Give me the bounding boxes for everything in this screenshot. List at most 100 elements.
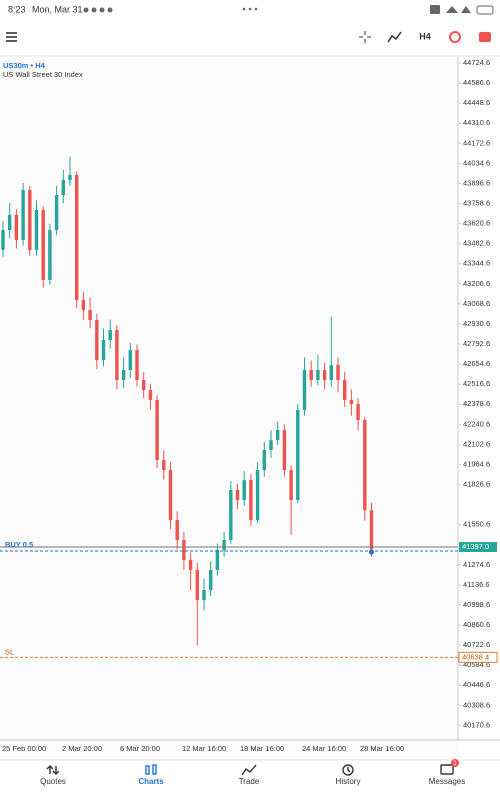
y-tick-label: 41550.6	[463, 520, 490, 529]
candle-body	[182, 540, 186, 561]
stop-loss-price-box	[458, 651, 498, 663]
candle-body	[349, 399, 354, 405]
y-tick-label: 44172.6	[463, 138, 490, 147]
plot-area	[0, 57, 458, 760]
y-tick-label: 42102.6	[463, 439, 490, 448]
y-tick-label: 42654.6	[463, 359, 490, 368]
candle-body	[336, 365, 340, 381]
x-tick-label: 18 Mar 16:00	[240, 744, 284, 753]
candle-body	[41, 210, 45, 280]
y-tick-label: 42378.6	[463, 399, 490, 408]
indicators-button[interactable]	[387, 31, 402, 43]
candle-body	[249, 480, 253, 521]
x-tick-label: 28 Mar 16:00	[360, 744, 404, 753]
candle-body	[148, 390, 153, 400]
candle-body	[356, 404, 360, 421]
nav-tab[interactable]: Quotes	[40, 777, 66, 786]
candle-body	[34, 210, 39, 250]
candle-body	[343, 380, 347, 400]
messages-badge	[451, 759, 459, 767]
candle-body	[235, 489, 240, 501]
candle-body	[162, 460, 166, 471]
x-tick-label: 25 Feb 00:00	[2, 744, 46, 753]
stop-loss-label: SL	[5, 647, 14, 656]
candle-body	[108, 329, 112, 341]
trade-button[interactable]	[479, 32, 491, 42]
y-tick-label: 40998.6	[463, 600, 490, 609]
candle-body	[95, 319, 99, 360]
candle-body	[309, 369, 313, 381]
y-tick-label: 44586.6	[463, 78, 490, 87]
y-tick-label: 41136.6	[463, 580, 490, 589]
x-tick-label: 12 Mar 16:00	[182, 744, 226, 753]
candle-body	[128, 350, 132, 370]
y-tick-label: 44034.6	[463, 158, 490, 167]
y-tick-label: 44448.6	[463, 98, 490, 107]
y-tick-label: 43896.6	[463, 178, 490, 187]
candle-body	[142, 380, 146, 391]
chart-symbol: US30m • H4	[3, 61, 46, 70]
candle-body	[14, 214, 19, 240]
candle-body	[322, 369, 327, 381]
y-tick-label: 40860.6	[463, 620, 490, 629]
y-tick-label: 42792.6	[463, 339, 490, 348]
candle-body	[276, 430, 280, 441]
color-button[interactable]	[449, 31, 461, 43]
candle-body	[202, 590, 206, 601]
candle-body	[115, 329, 119, 381]
position-marker	[369, 549, 374, 555]
candle-body	[262, 449, 266, 471]
x-tick-label: 6 Mar 20:00	[120, 744, 160, 753]
candle-body	[209, 569, 213, 591]
y-tick-label: 44724.6	[463, 58, 490, 67]
y-tick-label: 41274.6	[463, 560, 490, 569]
candle-body	[316, 369, 320, 381]
position-label: BUY 0.5	[5, 540, 33, 549]
status-time: 8:23	[8, 4, 26, 14]
chart-instrument: US Wall Street 30 Index	[3, 70, 83, 79]
menu-button[interactable]	[6, 32, 17, 42]
nav-tab[interactable]: History	[336, 777, 361, 786]
y-tick-label: 43482.6	[463, 239, 490, 248]
y-tick-label: 40170.6	[463, 720, 490, 729]
candle-body	[48, 230, 52, 280]
candle-body	[28, 189, 32, 250]
candle-body	[54, 195, 59, 231]
y-tick-label: 43758.6	[463, 199, 490, 208]
candle-body	[188, 560, 193, 570]
y-tick-label: 44310.6	[463, 118, 490, 127]
candle-body	[282, 430, 287, 471]
bid-price-box	[459, 541, 497, 552]
x-tick-label: 2 Mar 20:00	[62, 744, 102, 753]
candle-body	[21, 189, 25, 240]
y-tick-label: 42516.6	[463, 379, 490, 388]
candle-body	[88, 310, 92, 320]
y-tick-label: 41964.6	[463, 459, 490, 468]
candle-body	[363, 420, 367, 511]
candle-body	[329, 365, 333, 381]
status-icons	[83, 5, 494, 15]
y-tick-label: 42930.6	[463, 319, 490, 328]
bid-price: 41397.0	[462, 542, 489, 551]
candle-body	[269, 440, 273, 450]
candle-body	[81, 300, 86, 311]
y-tick-label: 42240.6	[463, 419, 490, 428]
candle-body	[101, 340, 106, 360]
candle-body	[75, 174, 79, 301]
candle-body	[8, 214, 12, 231]
nav-tab[interactable]: Charts	[138, 777, 164, 786]
candle-body	[242, 480, 246, 501]
y-tick-label: 41826.6	[463, 479, 490, 488]
nav-tab[interactable]: Trade	[239, 777, 260, 786]
y-tick-label: 40308.6	[463, 700, 490, 709]
candle-body	[135, 350, 139, 381]
timeframe-button[interactable]: H4	[419, 31, 431, 41]
candle-body	[175, 520, 179, 541]
nav-tab[interactable]: Messages	[429, 777, 465, 786]
y-tick-label: 43620.6	[463, 219, 490, 228]
crosshair-button[interactable]	[359, 31, 371, 43]
candle-body	[222, 540, 226, 551]
candle-body	[121, 369, 126, 381]
candle-body	[1, 230, 5, 250]
